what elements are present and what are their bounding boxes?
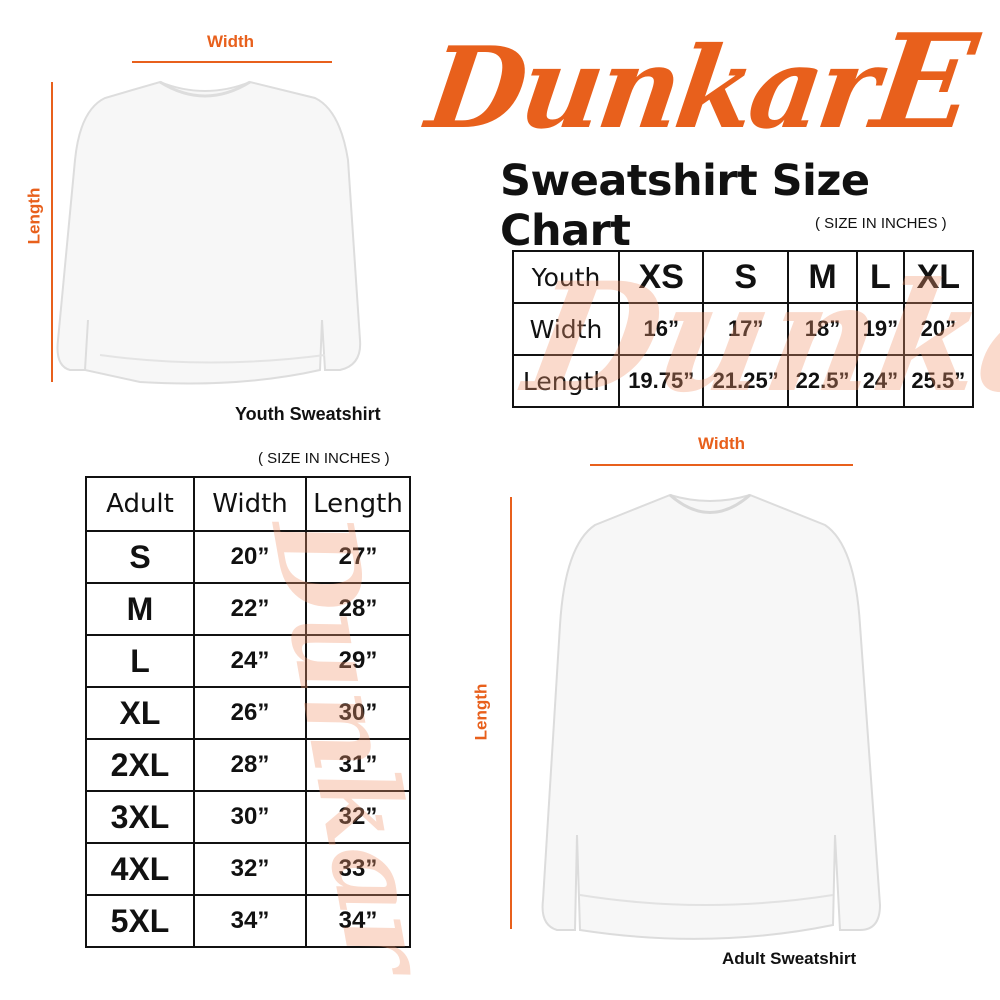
- cell: 27”: [305, 530, 411, 584]
- table-row: Length 19.75” 21.25” 22.5” 24” 25.5”: [512, 354, 975, 408]
- cell: 26”: [193, 686, 307, 740]
- page-title: Sweatshirt Size Chart: [500, 156, 870, 256]
- header-cell: Youth: [512, 250, 620, 304]
- table-row: 3XL 30” 32”: [85, 790, 411, 844]
- youth-width-arrow: [132, 61, 332, 63]
- cell: 22”: [193, 582, 307, 636]
- table-row: 4XL 32” 33”: [85, 842, 411, 896]
- adult-units-note: ( SIZE IN INCHES ): [258, 450, 390, 467]
- cell: 18”: [786, 302, 859, 356]
- table-row: Width 16” 17” 18” 19” 20”: [512, 302, 975, 356]
- table-header-row: Youth XS S M L XL: [512, 250, 975, 304]
- cell: 22.5”: [786, 354, 859, 408]
- cell: 20”: [902, 302, 975, 356]
- header-cell: S: [702, 250, 789, 304]
- adult-width-label: Width: [698, 434, 746, 453]
- cell: 16”: [617, 302, 705, 356]
- size-label: L: [85, 634, 195, 688]
- youth-sweatshirt-image: [56, 80, 362, 385]
- adult-caption: Adult Sweatshirt: [722, 949, 857, 968]
- size-label: 5XL: [85, 894, 195, 948]
- table-row: L 24” 29”: [85, 634, 411, 688]
- cell: 29”: [305, 634, 411, 688]
- header-cell: XS: [617, 250, 705, 304]
- cell: 17”: [702, 302, 789, 356]
- cell: 30”: [193, 790, 307, 844]
- table-row: XL 26” 30”: [85, 686, 411, 740]
- size-label: S: [85, 530, 195, 584]
- youth-units-note: ( SIZE IN INCHES ): [815, 215, 947, 232]
- size-label: XL: [85, 686, 195, 740]
- table-row: M 22” 28”: [85, 582, 411, 636]
- table-row: 2XL 28” 31”: [85, 738, 411, 792]
- cell: 24”: [193, 634, 307, 688]
- cell: 24”: [856, 354, 905, 408]
- youth-width-label: Width: [207, 32, 255, 51]
- size-label: 2XL: [85, 738, 195, 792]
- cell: 25.5”: [902, 354, 975, 408]
- brand-logo: DunkarE: [419, 5, 982, 158]
- cell: 34”: [193, 894, 307, 948]
- row-label: Length: [512, 354, 620, 408]
- adult-sweatshirt-image: [541, 493, 882, 940]
- cell: 33”: [305, 842, 411, 896]
- cell: 20”: [193, 530, 307, 584]
- cell: 28”: [193, 738, 307, 792]
- adult-length-label: Length: [471, 683, 491, 741]
- cell: 30”: [305, 686, 411, 740]
- row-label: Width: [512, 302, 620, 356]
- table-row: 5XL 34” 34”: [85, 894, 411, 948]
- header-cell: Length: [305, 476, 411, 532]
- header-cell: Width: [193, 476, 307, 532]
- header-cell: M: [786, 250, 859, 304]
- size-label: M: [85, 582, 195, 636]
- table-row: S 20” 27”: [85, 530, 411, 584]
- size-label: 4XL: [85, 842, 195, 896]
- cell: 32”: [193, 842, 307, 896]
- cell: 19.75”: [617, 354, 705, 408]
- youth-size-table: Youth XS S M L XL Width 16” 17” 18” 19” …: [512, 250, 975, 408]
- adult-length-arrow: [510, 497, 512, 929]
- table-header-row: Adult Width Length: [85, 476, 411, 532]
- youth-length-arrow: [51, 82, 53, 382]
- header-cell: Adult: [85, 476, 195, 532]
- youth-caption: Youth Sweatshirt: [235, 404, 381, 424]
- header-cell: XL: [902, 250, 975, 304]
- cell: 19”: [856, 302, 905, 356]
- adult-size-table: Adult Width Length S 20” 27” M 22” 28” L 24” 2…: [85, 476, 411, 948]
- cell: 32”: [305, 790, 411, 844]
- adult-width-arrow: [590, 464, 853, 466]
- size-label: 3XL: [85, 790, 195, 844]
- youth-length-label: Length: [24, 187, 44, 245]
- cell: 21.25”: [702, 354, 789, 408]
- cell: 31”: [305, 738, 411, 792]
- cell: 28”: [305, 582, 411, 636]
- header-cell: L: [856, 250, 905, 304]
- cell: 34”: [305, 894, 411, 948]
